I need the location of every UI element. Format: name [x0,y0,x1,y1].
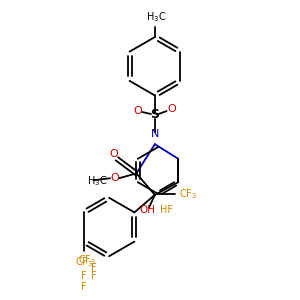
Text: HF: HF [160,206,173,215]
Text: F: F [91,263,96,273]
Text: CF$_3$: CF$_3$ [179,187,198,201]
Text: OH: OH [139,206,155,215]
Text: O: O [167,104,176,114]
Text: O: O [133,106,142,116]
Text: O: O [110,149,118,159]
Text: CF$_3$
F
F: CF$_3$ F F [75,255,93,292]
Text: H$_3$C: H$_3$C [146,11,166,24]
Text: CF$_3$: CF$_3$ [78,253,96,267]
Text: N: N [151,129,159,140]
Text: H$_3$C: H$_3$C [87,174,108,188]
Text: F: F [91,271,96,281]
Text: O: O [111,173,119,183]
Text: S: S [150,109,159,122]
